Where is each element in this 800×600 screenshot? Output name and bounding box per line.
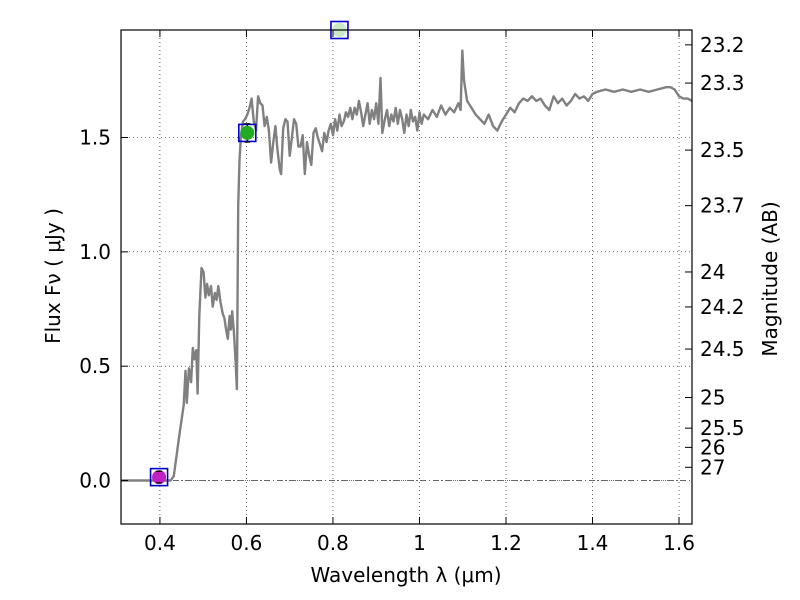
photometry-point [149,467,169,487]
x-tick-label: 1.2 [490,531,522,555]
x-tick-label: 0.4 [144,531,176,555]
right-tick-label: 25 [700,386,725,410]
filter-box [149,467,169,487]
right-tick-label: 24 [700,260,725,284]
plot-frame [120,29,693,525]
right-tick-label: 23.3 [700,71,745,95]
photometry-dot [152,470,167,485]
right-tick-label: 24.5 [700,337,745,361]
y-axis-title: Flux Fν ( μJy ) [41,208,65,344]
marker-layer [149,20,349,487]
right-tick-label: 23.2 [700,33,745,57]
series-layer [121,49,693,482]
x-tick-label: 0.8 [317,531,349,555]
x-axis-title: Wavelength λ (μm) [310,563,501,587]
x-ticks: 0.4 0.6 0.8 1 1.2 1.4 1.6 [144,30,695,555]
y-tick-label: 0.5 [79,354,111,378]
x-tick-label: 1.4 [577,531,609,555]
right-tick-label: 23.7 [700,194,745,218]
right-tick-label: 24.2 [700,295,745,319]
y-ticks: 0.0 0.5 1.0 1.5 [79,125,128,493]
y-tick-label: 0.0 [79,469,111,493]
y-tick-label: 1.0 [79,240,111,264]
series-line [121,49,693,482]
right-tick-label: 26 [700,435,725,459]
right-tick-label: 23.5 [700,138,745,162]
x-tick-label: 1.6 [663,531,695,555]
photometry-point [238,123,257,143]
right-tick-label: 27 [700,455,725,479]
y-tick-label: 1.5 [79,125,111,149]
photometry-dot [240,125,255,140]
grid [121,30,692,524]
filter-box [238,123,257,143]
x-tick-label: 1 [413,531,426,555]
right-tick-label: 25.5 [700,416,745,440]
right-axis-title: Magnitude (AB) [758,201,782,356]
x-tick-label: 0.6 [231,531,263,555]
